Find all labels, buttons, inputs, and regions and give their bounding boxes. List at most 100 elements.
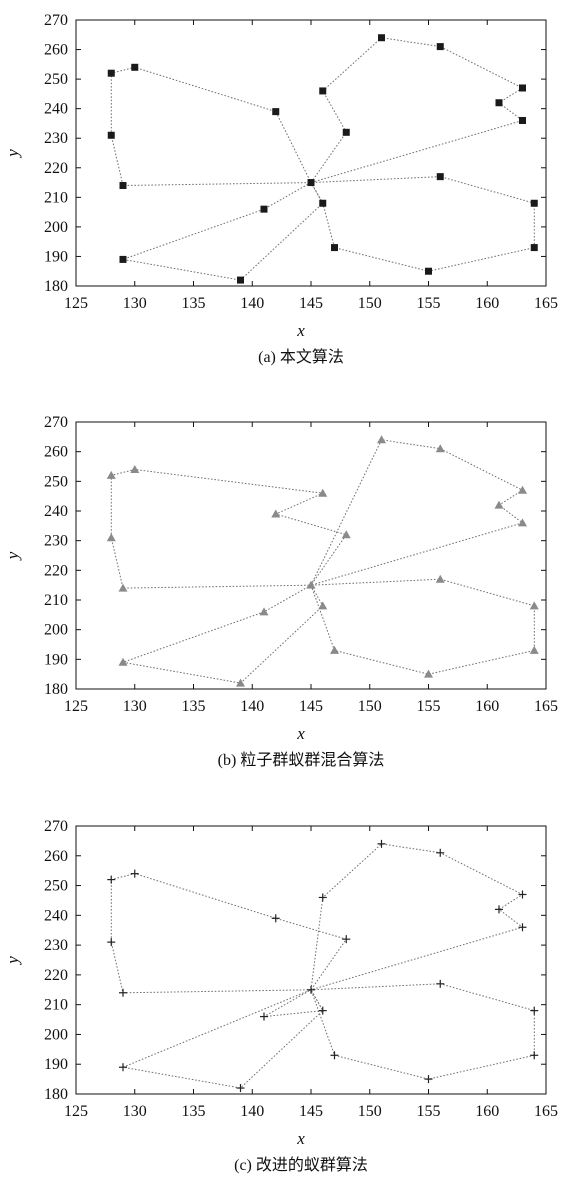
- y-tick-label: 270: [44, 12, 68, 29]
- data-point-8: [529, 601, 539, 610]
- chart-caption: (b) 粒子群蚁群混合算法: [218, 750, 385, 769]
- y-tick-label: 210: [44, 997, 68, 1014]
- y-tick-label: 220: [44, 562, 68, 579]
- y-tick-label: 260: [44, 42, 68, 59]
- x-tick-label: 140: [240, 295, 264, 312]
- data-point-15: [271, 914, 280, 923]
- data-point-19: [118, 583, 128, 592]
- y-tick-label: 250: [44, 878, 68, 895]
- data-point-2: [377, 839, 386, 848]
- y-tick-label: 250: [44, 71, 68, 88]
- data-point-6: [518, 923, 527, 932]
- chart-panel-3: 180 190 200 210 220 230 240 250 260 270 125 130 135 1…: [3, 818, 558, 1174]
- data-point-3: [378, 34, 385, 42]
- x-tick-label: 155: [417, 295, 441, 312]
- x-tick-label: 160: [475, 1103, 499, 1120]
- x-tick-label: 135: [182, 698, 206, 715]
- data-point-10: [424, 669, 433, 678]
- data-point-23: [119, 255, 127, 263]
- plot-frame: [75, 421, 547, 690]
- data-point-21: [259, 607, 269, 616]
- data-point-18: [106, 533, 116, 542]
- x-tick-label: 140: [240, 1103, 264, 1120]
- data-point-9: [436, 173, 444, 181]
- data-point-16: [130, 869, 139, 878]
- data-point-24: [237, 276, 244, 284]
- data-point-4: [436, 43, 444, 51]
- y-tick-label: 230: [44, 937, 68, 954]
- x-tick-label: 130: [123, 698, 147, 715]
- data-point-5: [519, 84, 526, 92]
- data-point-18: [107, 938, 116, 947]
- data-point-24: [119, 1063, 127, 1072]
- data-point-14: [271, 509, 281, 518]
- data-point-19: [119, 988, 127, 997]
- x-tick-label: 125: [64, 1103, 88, 1120]
- x-axis-label: x: [296, 724, 305, 743]
- data-point-3: [436, 848, 445, 857]
- y-tick-label: 220: [44, 160, 68, 177]
- data-point-11: [424, 1075, 433, 1084]
- y-axis-label: y: [3, 956, 22, 966]
- data-point-17: [107, 875, 116, 884]
- data-point-3: [518, 485, 527, 494]
- data-point-22: [260, 205, 268, 213]
- data-point-23: [236, 678, 245, 687]
- data-point-11: [530, 244, 538, 252]
- y-tick-label: 230: [44, 130, 68, 147]
- data-point-4: [518, 890, 527, 899]
- data-point-7: [519, 116, 526, 124]
- x-tick-label: 150: [358, 1103, 382, 1120]
- data-point-21: [260, 1012, 268, 1021]
- data-point-13: [331, 244, 338, 252]
- chart-panel-1: 180 190 200 210 220 230 240 250 260 270 125 130 135 1…: [3, 12, 558, 366]
- data-point-0: [307, 985, 315, 994]
- x-tick-label: 165: [534, 1103, 558, 1120]
- data-point-24: [318, 601, 328, 610]
- y-tick-label: 270: [44, 414, 68, 431]
- y-tick-label: 210: [44, 189, 68, 206]
- data-point-25: [236, 1084, 245, 1093]
- data-point-6: [495, 99, 503, 107]
- data-point-2: [319, 87, 327, 95]
- data-point-7: [435, 574, 445, 583]
- x-tick-label: 165: [534, 698, 558, 715]
- x-tick-label: 130: [123, 1103, 147, 1120]
- x-tick-label: 145: [299, 295, 323, 312]
- data-point-22: [118, 657, 128, 666]
- data-point-22: [318, 1006, 327, 1015]
- x-tick-label: 145: [299, 1103, 323, 1120]
- tour-path-line: [110, 439, 535, 684]
- data-point-1: [377, 435, 386, 444]
- data-point-2: [435, 444, 445, 453]
- data-point-17: [106, 470, 116, 479]
- data-point-9: [529, 645, 539, 654]
- y-tick-label: 220: [44, 967, 68, 984]
- data-point-14: [319, 199, 327, 207]
- y-tick-label: 230: [44, 533, 68, 550]
- x-axis-label: x: [296, 321, 305, 340]
- y-tick-label: 240: [44, 907, 68, 924]
- data-point-0: [307, 179, 315, 187]
- data-point-10: [530, 199, 538, 207]
- data-point-16: [130, 464, 140, 473]
- chart-caption: (a) 本文算法: [258, 347, 344, 366]
- y-tick-label: 200: [44, 622, 68, 639]
- y-tick-label: 200: [44, 219, 68, 236]
- data-point-5: [495, 905, 503, 914]
- y-axis-label: y: [3, 551, 22, 561]
- y-tick-label: 260: [44, 444, 68, 461]
- plot-frame: [75, 825, 547, 1095]
- data-point-1: [342, 128, 350, 136]
- tour-path-line: [110, 37, 535, 281]
- x-tick-label: 145: [299, 698, 323, 715]
- y-tick-label: 240: [44, 503, 68, 520]
- y-tick-label: 180: [44, 681, 68, 698]
- plot-frame: [75, 19, 547, 287]
- x-tick-label: 155: [417, 698, 441, 715]
- tour-path-line: [110, 843, 535, 1089]
- x-axis-label: x: [296, 1129, 305, 1148]
- x-tick-label: 160: [475, 295, 499, 312]
